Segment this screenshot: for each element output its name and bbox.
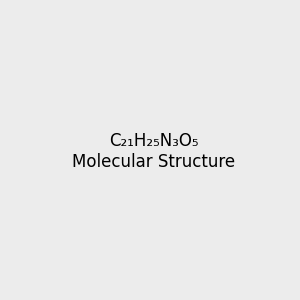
Text: C₂₁H₂₅N₃O₅
Molecular Structure: C₂₁H₂₅N₃O₅ Molecular Structure [72,132,235,171]
